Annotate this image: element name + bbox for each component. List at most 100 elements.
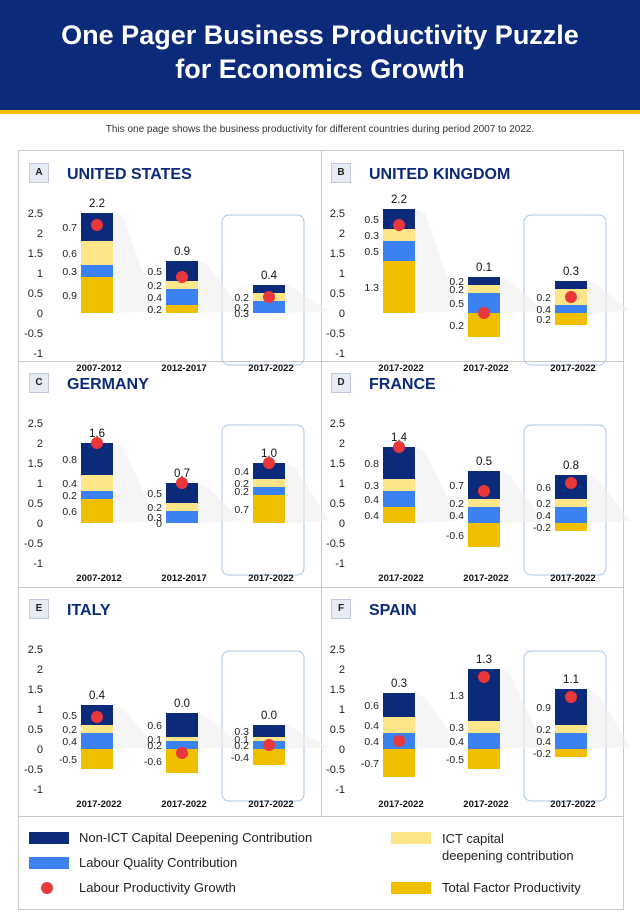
y-tick-label: 2.5 xyxy=(330,644,345,656)
segment-value-label: -0.2 xyxy=(533,522,551,534)
panel-badge: B xyxy=(331,163,351,183)
bar-segment xyxy=(166,305,198,313)
segment-value-label: 0.4 xyxy=(536,510,551,522)
x-category-label: 2017-2022 xyxy=(550,799,595,810)
bar-total-label: 1.3 xyxy=(476,654,492,666)
y-tick-label: 0.5 xyxy=(28,498,43,510)
y-tick-label: 2.5 xyxy=(330,418,345,430)
segment-value-label: -0.2 xyxy=(533,748,551,760)
segment-value-label: 0.2 xyxy=(147,502,162,514)
bar-segment xyxy=(81,491,113,499)
legend-label-non-ict: Non-ICT Capital Deepening Contribution xyxy=(79,830,313,845)
segment-value-label: 0.3 xyxy=(364,480,379,492)
panel-title: UNITED STATES xyxy=(67,166,192,183)
bar-total-label: 0.4 xyxy=(89,690,106,702)
bar-segment xyxy=(166,281,198,289)
bar-shadow xyxy=(198,261,242,313)
segment-value-label: 0.5 xyxy=(449,298,464,310)
panel-badge: F xyxy=(331,599,351,619)
legend-label-labour-quality: Labour Quality Contribution xyxy=(79,855,238,870)
chart-france: 2.5 2 1.5 1 0.5 0 -0.5 -1 0.4 0.4 0.3 0.8 1.4 2017-20… xyxy=(326,418,631,584)
bar-total-label: 0.3 xyxy=(391,678,407,690)
segment-value-label: 0.8 xyxy=(364,458,379,470)
growth-dot xyxy=(478,307,490,319)
y-tick-label: 1 xyxy=(339,268,345,280)
bar-segment xyxy=(468,733,500,749)
y-tick-label: -1 xyxy=(33,348,43,360)
panel-spain: F SPAIN 2.5 2 1.5 1 0.5 0 -0.5 -1 -0.7 0.4 0.4 0.6 0… xyxy=(321,587,631,816)
bar-segment xyxy=(555,305,587,313)
bar-segment xyxy=(166,511,198,523)
segment-value-label: 0.2 xyxy=(147,304,162,316)
bar-segment xyxy=(166,483,198,503)
header-accent-rule xyxy=(0,110,640,114)
segment-value-label: 0.4 xyxy=(364,494,379,506)
segment-value-label: 0.4 xyxy=(449,736,464,748)
page-title: One Pager Business Productivity Puzzle f… xyxy=(61,20,579,84)
panel-title: UNITED KINGDOM xyxy=(369,166,511,183)
x-category-label: 2012-2017 xyxy=(161,573,206,584)
segment-value-label: 0.6 xyxy=(62,506,77,518)
chart-germany: 2.521.510.50-0.5-10.60.20.40.81.62007-20… xyxy=(24,418,329,584)
header-banner: One Pager Business Productivity Puzzle f… xyxy=(0,0,640,110)
chart-legend: Non-ICT Capital Deepening Contribution L… xyxy=(18,815,624,910)
bar-segment xyxy=(383,479,415,491)
panel-germany: C GERMANY 2.5 2 1.5 1 0.5 0 -0.5 -1 0.6 0.2 0.4 0.8… xyxy=(19,361,329,587)
bar-segment xyxy=(383,507,415,523)
bar-total-label: 2.2 xyxy=(89,198,105,210)
bar-total-label: 0.9 xyxy=(174,246,190,258)
segment-value-label: 0.4 xyxy=(536,304,551,316)
panel-united-kingdom: B UNITED KINGDOM 2.5 2 1.5 1 0.5 0 -0.5 -1 1.3 0.… xyxy=(321,151,631,374)
y-tick-label: -1 xyxy=(335,348,345,360)
bar-segment xyxy=(468,749,500,769)
legend-swatch-ict xyxy=(391,832,431,844)
y-tick-label: 2.5 xyxy=(28,644,43,656)
bar-segment xyxy=(166,289,198,305)
bar-segment xyxy=(555,499,587,507)
panel-united-states: A UNITED STATES 2.5 2 1.5 1 0.5 0 -0.5 -1 0.9 0.3… xyxy=(19,151,329,374)
legend-swatch-tfp xyxy=(391,882,431,894)
growth-dot xyxy=(393,735,405,747)
bar-total-label: 1.4 xyxy=(391,432,408,444)
page-subtitle: This one page shows the business product… xyxy=(105,124,535,135)
bar-segment xyxy=(253,749,285,765)
growth-dot xyxy=(263,739,275,751)
segment-value-label: 0.9 xyxy=(62,290,77,302)
segment-value-label: 0.4 xyxy=(147,292,162,304)
segment-value-label: 0.5 xyxy=(364,214,379,226)
segment-value-label: 1.3 xyxy=(449,690,464,702)
grid-divider-row2 xyxy=(19,587,623,588)
segment-value-label: 0.2 xyxy=(449,276,464,288)
y-tick-label: -0.5 xyxy=(326,538,345,550)
segment-value-label: 0.4 xyxy=(234,466,249,478)
y-tick-label: 0.5 xyxy=(330,724,345,736)
y-tick-label: -1 xyxy=(335,784,345,796)
growth-dot xyxy=(176,271,188,283)
bar-segment xyxy=(166,503,198,511)
country-panels-grid: A UNITED STATES 2.5 2 1.5 1 0.5 0 -0.5 -1 0.9 0.3… xyxy=(18,150,631,817)
segment-value-label: 0.2 xyxy=(449,320,464,332)
y-tick-label: 2 xyxy=(37,228,43,240)
bar-segment xyxy=(253,479,285,487)
growth-dot xyxy=(263,291,275,303)
bar-segment xyxy=(468,721,500,733)
segment-value-label: -0.5 xyxy=(59,754,77,766)
growth-dot xyxy=(393,219,405,231)
bar-total-label: 0.7 xyxy=(174,468,190,480)
segment-value-label: 0.5 xyxy=(364,246,379,258)
growth-dot xyxy=(91,711,103,723)
bar-total-label: 0.5 xyxy=(476,456,492,468)
x-category-label: 2017-2022 xyxy=(378,573,423,584)
x-category-label: 2007-2012 xyxy=(76,573,121,584)
bar-total-label: 1.0 xyxy=(261,448,277,460)
panel-badge: E xyxy=(29,599,49,619)
segment-value-label: 0.6 xyxy=(364,700,379,712)
legend-label-tfp: Total Factor Productivity xyxy=(442,880,581,895)
segment-value-label: -0.6 xyxy=(144,756,162,768)
bar-shadow xyxy=(500,277,544,313)
bar-segment xyxy=(81,277,113,313)
bar-segment xyxy=(555,281,587,289)
y-tick-label: -1 xyxy=(33,558,43,570)
segment-value-label: 0.2 xyxy=(536,498,551,510)
highlight-frame xyxy=(221,650,305,802)
